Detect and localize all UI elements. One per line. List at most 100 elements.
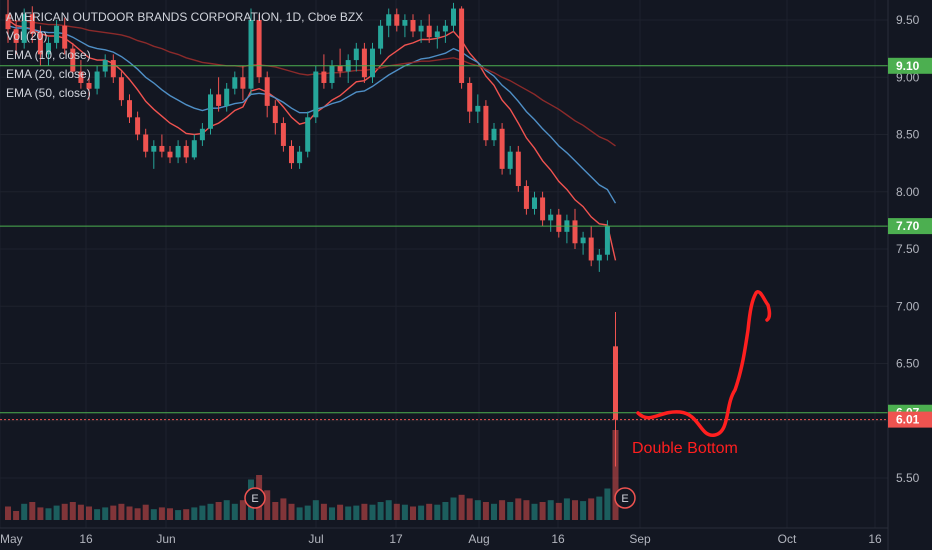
volume-bar	[118, 503, 125, 520]
candle-body	[37, 33, 43, 55]
candle-body	[191, 140, 197, 158]
volume-bar	[126, 506, 133, 520]
volume-bar	[280, 498, 287, 520]
candle-body	[321, 71, 327, 83]
candle-body	[118, 77, 124, 101]
candle-body	[21, 14, 27, 43]
candle-body	[572, 220, 578, 244]
candle-body	[540, 197, 546, 221]
candle-body	[199, 128, 205, 141]
candle-body	[410, 20, 416, 32]
volume-bar	[13, 511, 20, 520]
volume-bar	[466, 498, 473, 520]
candle-body	[46, 42, 51, 55]
level-tag-label: 6.01	[896, 413, 920, 427]
candle-body	[499, 128, 505, 169]
y-tick-label: 7.00	[896, 299, 920, 313]
candle-body	[491, 128, 497, 141]
x-tick-label: Oct	[778, 532, 797, 546]
candle-body	[86, 82, 92, 89]
y-tick-label: 7.50	[896, 242, 920, 256]
x-tick-label: Jun	[156, 532, 175, 546]
volume-bar	[150, 509, 157, 520]
candle-body	[94, 71, 100, 89]
candle-body	[394, 14, 400, 26]
drawing-annotations[interactable]: Double Bottom	[632, 290, 772, 457]
volume-bar	[369, 504, 376, 520]
volume-bar	[410, 506, 416, 520]
volume-bar	[353, 505, 360, 520]
candle-body	[386, 14, 392, 26]
candlestick-series[interactable]	[5, 0, 619, 467]
candle-body	[515, 151, 521, 187]
candle-body	[224, 88, 230, 106]
candle-body	[305, 117, 311, 152]
price-levels[interactable]	[0, 65, 888, 421]
volume-bar	[175, 510, 182, 520]
volume-bar	[223, 500, 230, 520]
volume-bar	[61, 503, 68, 520]
volume-bar	[515, 498, 522, 520]
candle-body	[240, 77, 246, 89]
volume-bar	[53, 505, 60, 520]
y-tick-label: 8.00	[896, 185, 920, 199]
chart-legend: AMERICAN OUTDOOR BRANDS CORPORATION, 1D,…	[6, 8, 363, 103]
volume-bar	[572, 500, 578, 520]
candle-body	[135, 117, 141, 135]
volume-bars	[5, 430, 619, 520]
level-tag	[888, 218, 932, 235]
volume-bar	[94, 509, 101, 520]
candle-body	[62, 25, 68, 49]
candle-body	[175, 145, 181, 158]
candle-body	[329, 65, 335, 83]
candle-body	[13, 29, 19, 43]
volume-bar	[345, 506, 352, 520]
y-tick-label: 5.50	[896, 471, 920, 485]
candle-body	[151, 145, 157, 152]
volume-bar	[580, 501, 587, 520]
volume-bar	[288, 503, 295, 520]
volume-bar	[458, 494, 465, 520]
candle-body	[532, 197, 537, 209]
candle-body	[548, 214, 554, 221]
volume-bar	[102, 507, 109, 520]
volume-bar	[563, 498, 570, 520]
candle-body	[442, 25, 448, 32]
volume-bar	[77, 504, 84, 520]
candle-body	[426, 25, 432, 38]
candle-body	[159, 145, 165, 152]
candle-body	[29, 14, 35, 34]
candle-body	[451, 8, 456, 26]
candle-body	[596, 254, 602, 261]
candle-body	[434, 31, 440, 38]
volume-bar	[555, 502, 562, 520]
earnings-marker-label: E	[251, 493, 258, 505]
x-tick-label: 16	[551, 532, 565, 546]
candle-body	[604, 226, 610, 255]
projection-drawing[interactable]	[636, 290, 772, 437]
volume-bar	[523, 500, 530, 520]
x-tick-label: May	[0, 532, 23, 546]
volume-bar	[539, 502, 546, 520]
volume-bar	[507, 502, 514, 520]
candle-body	[54, 25, 60, 43]
volume-bar	[434, 504, 441, 520]
candle-body	[280, 123, 286, 146]
volume-bar	[482, 502, 489, 520]
volume-bar	[167, 508, 173, 520]
x-tick-label: Aug	[468, 532, 489, 546]
candle-body	[507, 151, 513, 169]
candle-body	[459, 8, 465, 83]
candle-body	[370, 48, 375, 78]
candle-body	[248, 20, 254, 89]
earnings-marker	[614, 487, 636, 509]
volume-bar	[21, 503, 28, 520]
legend-title: AMERICAN OUTDOOR BRANDS CORPORATION, 1D,…	[6, 10, 364, 24]
volume-bar	[231, 503, 238, 520]
volume-bar	[272, 502, 279, 520]
legend-ema10: EMA (10, close)	[6, 48, 91, 62]
candle-body	[483, 105, 489, 141]
